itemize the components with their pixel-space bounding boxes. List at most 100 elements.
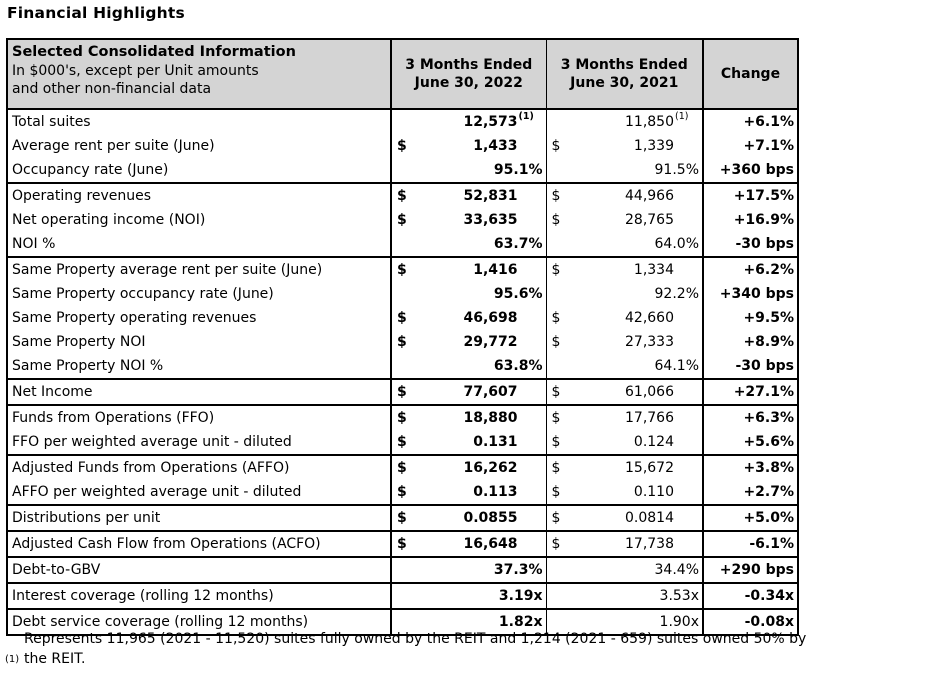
value-2021-cell: $ 15,672 <box>545 455 703 480</box>
value-2022: 52,831 <box>463 188 518 204</box>
value-2022: 29,772 <box>463 334 518 350</box>
change-cell: +2.7% <box>702 480 798 506</box>
value-2021-cell: $ 0.124 <box>545 430 703 456</box>
change-cell: +6.2% <box>702 257 798 282</box>
value-2021: 0.0814 <box>625 510 674 526</box>
change-cell: -6.1% <box>702 531 798 558</box>
row-label: Average rent per suite (June) <box>12 138 215 154</box>
change-cell: -30 bps <box>702 354 798 380</box>
value-2021: 27,333 <box>625 334 674 350</box>
change-cell: +3.8% <box>702 455 798 480</box>
currency-symbol: $ <box>551 384 561 400</box>
value-2022: 0.131 <box>473 434 518 450</box>
value-2021: 0.124 <box>633 434 674 450</box>
table-row: Same Property NOI % 63.8% 64.1% -30 bps <box>7 354 798 380</box>
row-label-cell: Operating revenues <box>7 183 391 208</box>
row-label: Operating revenues <box>12 188 152 204</box>
value-2022: 16,262 <box>463 460 518 476</box>
change-value: +5.6% <box>743 434 794 450</box>
table-row: Distributions per unit $ 0.0855 $ 0.0814… <box>7 505 798 532</box>
currency-symbol: $ <box>397 334 407 350</box>
header-col-2022-line1: 3 Months Ended <box>405 57 533 73</box>
change-value: +9.5% <box>743 310 794 326</box>
financial-highlights-table: Selected Consolidated Information In $00… <box>6 38 799 636</box>
table-row: NOI % 63.7% 64.0% -30 bps <box>7 232 798 258</box>
value-2021: 34.4% <box>654 562 699 578</box>
table-row: Funds from Operations (FFO) $ 18,880 $ 1… <box>7 405 798 430</box>
value-2021-cell: $ 44,966 <box>545 183 703 208</box>
value-2022-cell: $ 0.0855 <box>390 505 546 532</box>
value-2022-cell: 63.8% <box>390 354 546 380</box>
row-label: Occupancy rate (June) <box>12 162 169 178</box>
change-value: +360 bps <box>719 162 794 178</box>
value-2021: 1.90x <box>659 614 699 630</box>
currency-symbol: $ <box>551 434 561 450</box>
value-2021: 92.2% <box>654 286 699 302</box>
row-label: Funds from Operations (FFO) <box>12 410 215 426</box>
table-row: Interest coverage (rolling 12 months) 3.… <box>7 583 798 610</box>
change-value: +290 bps <box>719 562 794 578</box>
change-value: +2.7% <box>743 484 794 500</box>
row-label-cell: Average rent per suite (June) <box>7 134 391 158</box>
currency-symbol: $ <box>397 384 407 400</box>
header-col-2022: 3 Months Ended June 30, 2022 <box>390 39 546 110</box>
value-2022: 63.7% <box>493 236 543 252</box>
currency-symbol: $ <box>397 536 407 552</box>
currency-symbol: $ <box>397 262 407 278</box>
currency-symbol: $ <box>397 510 407 526</box>
row-label: Interest coverage (rolling 12 months) <box>12 588 274 604</box>
value-2022: 0.0855 <box>463 510 518 526</box>
value-2022-cell: $ 16,648 <box>390 531 546 558</box>
currency-symbol: $ <box>397 188 407 204</box>
table-row: Debt-to-GBV 37.3% 34.4% +290 bps <box>7 557 798 584</box>
row-label: Adjusted Cash Flow from Operations (ACFO… <box>12 536 321 552</box>
change-cell: -0.34x <box>702 583 798 610</box>
value-2022-cell: 63.7% <box>390 232 546 258</box>
row-label: Net operating income (NOI) <box>12 212 206 228</box>
value-2021-cell: 1.90x <box>545 609 703 636</box>
currency-symbol: $ <box>551 410 561 426</box>
row-label-cell: Same Property occupancy rate (June) <box>7 282 391 306</box>
change-value: +6.1% <box>743 114 794 130</box>
value-2022-cell: $ 33,635 <box>390 208 546 232</box>
row-label-cell: Debt service coverage (rolling 12 months… <box>7 609 391 636</box>
value-2022-cell: $ 1,433 <box>390 134 546 158</box>
value-2021: 11,850 <box>625 114 674 130</box>
footnote-ref: (1) <box>675 111 689 122</box>
value-2021: 0.110 <box>633 484 674 500</box>
change-value: +7.1% <box>743 138 794 154</box>
header-col-change-label: Change <box>720 66 781 82</box>
change-cell: +6.1% <box>702 109 798 134</box>
row-label: Same Property NOI <box>12 334 146 350</box>
value-2022-cell: $ 1,416 <box>390 257 546 282</box>
value-2022-cell: 95.6% <box>390 282 546 306</box>
footnote-marker: (1) <box>5 654 20 665</box>
value-2021-cell: 34.4% <box>545 557 703 584</box>
financial-highlights-table-wrap: Selected Consolidated Information In $00… <box>6 38 799 636</box>
value-2021: 1,334 <box>633 262 674 278</box>
value-2021-cell: $ 0.110 <box>545 480 703 506</box>
row-label-cell: Adjusted Funds from Operations (AFFO) <box>7 455 391 480</box>
row-label: Same Property average rent per suite (Ju… <box>12 262 323 278</box>
change-cell: +27.1% <box>702 379 798 406</box>
currency-symbol: $ <box>551 510 561 526</box>
table-row: Total suites 12,573 (1) 11,850 (1) +6.1% <box>7 109 798 134</box>
change-value: +16.9% <box>733 212 794 228</box>
change-cell: +6.3% <box>702 405 798 430</box>
value-2022-cell: $ 29,772 <box>390 330 546 354</box>
value-2021: 15,672 <box>625 460 674 476</box>
value-2021: 44,966 <box>625 188 674 204</box>
change-value: -6.1% <box>749 536 794 552</box>
value-2021: 1,339 <box>633 138 674 154</box>
value-2022: 3.19x <box>498 588 543 604</box>
row-label-cell: Net operating income (NOI) <box>7 208 391 232</box>
footnote-text: Represents 11,965 (2021 - 11,520) suites… <box>24 631 807 667</box>
change-cell: +360 bps <box>702 158 798 184</box>
value-2021: 64.0% <box>654 236 699 252</box>
currency-symbol: $ <box>397 484 407 500</box>
change-value: -30 bps <box>735 358 794 374</box>
header-info-subtitle-2: and other non-financial data <box>12 81 212 97</box>
value-2021: 42,660 <box>625 310 674 326</box>
value-2021-cell: $ 61,066 <box>545 379 703 406</box>
value-2022-cell: $ 18,880 <box>390 405 546 430</box>
